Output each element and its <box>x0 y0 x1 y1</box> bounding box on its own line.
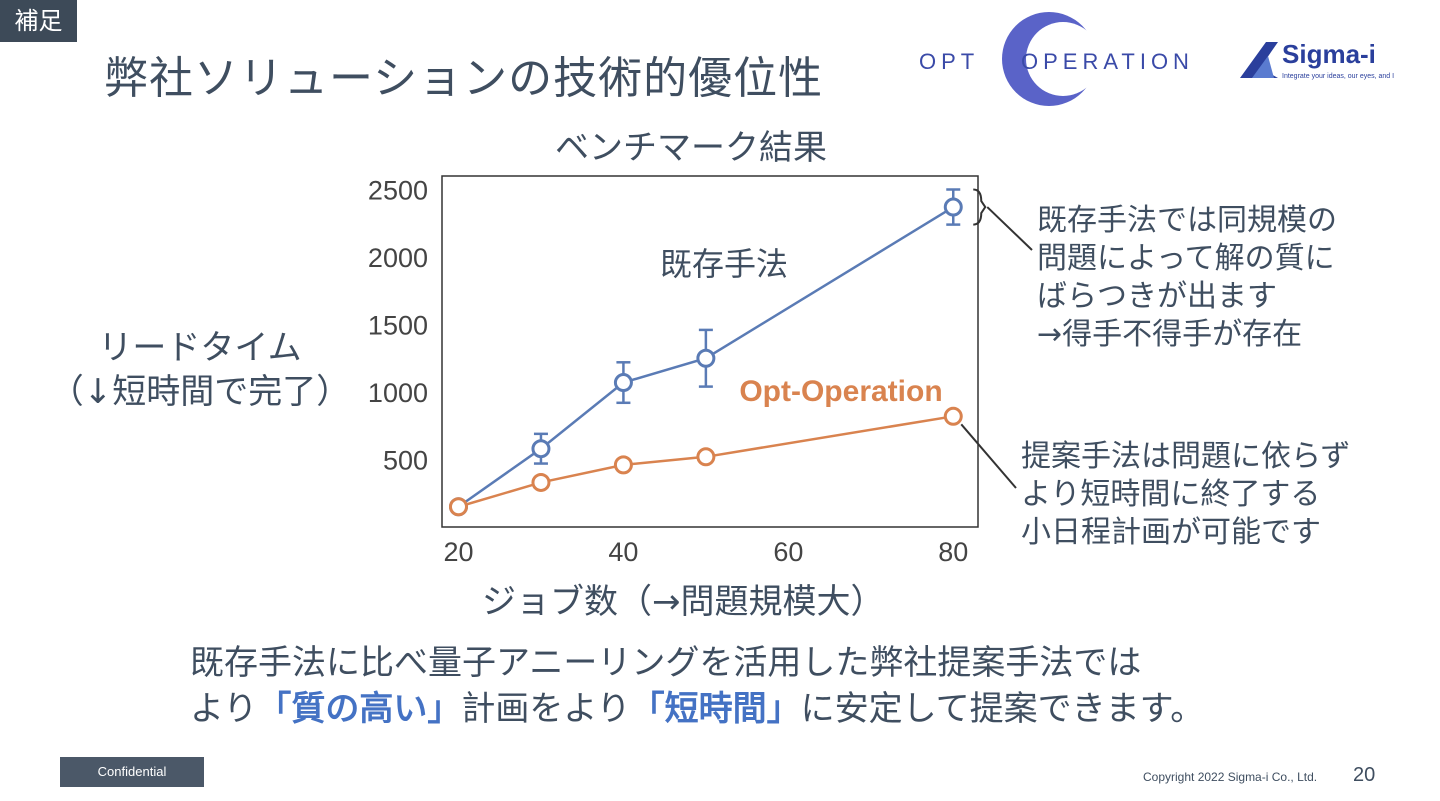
data-point <box>613 455 633 475</box>
existing-note-line: ばらつきが出ます <box>1037 279 1277 314</box>
y-axis-label-line1: リードタイム <box>98 328 302 368</box>
page-title: 弊社ソリューションの技術的優位性 <box>104 53 824 104</box>
plot-frame <box>441 175 979 528</box>
variance-bracket <box>973 188 987 226</box>
summary-part: より <box>190 689 258 729</box>
y-tick-label: 500 <box>383 446 428 476</box>
sigma-tagline: Integrate your ideas, our eyes, and I <box>1282 73 1394 80</box>
copyright: Copyright 2022 Sigma-i Co., Ltd. <box>1143 770 1318 784</box>
opt-operation-logo: OPT OPERATION <box>919 12 1194 106</box>
sigma-mark <box>1240 42 1278 78</box>
callout-line-existing <box>986 206 1033 251</box>
x-axis-label: ジョブ数（→問題規模大） <box>482 582 885 622</box>
y-axis-label: リードタイム （↓短時間で完了） <box>40 326 360 414</box>
summary-line1: 既存手法に比べ量子アニーリングを活用した弊社提案手法では <box>190 643 1142 683</box>
supplement-tag: 補足 <box>0 0 77 42</box>
highlight-quality: 「質の高い」 <box>257 689 462 729</box>
data-point <box>531 439 551 459</box>
y-tick-label: 2500 <box>368 176 428 206</box>
summary-text: 既存手法に比べ量子アニーリングを活用した弊社提案手法では より「質の高い」計画を… <box>190 640 1204 732</box>
highlight-short-time: 「短時間」 <box>630 689 801 729</box>
proposed-note-line: 小日程計画が可能です <box>1021 515 1321 550</box>
data-point <box>448 497 468 517</box>
y-tick-label: 2000 <box>368 243 428 273</box>
logo-circle-inner <box>1026 22 1100 96</box>
x-tick-label: 40 <box>608 537 638 567</box>
data-point <box>696 447 716 467</box>
y-axis-label-line2: （↓短時間で完了） <box>49 372 351 412</box>
page-number: 20 <box>1353 764 1376 786</box>
y-tick-label: 1500 <box>368 311 428 341</box>
logo-operation-text: OPERATION <box>1021 49 1194 74</box>
existing-note-line: →得手不得手が存在 <box>1037 317 1303 352</box>
data-point <box>943 406 963 426</box>
existing-method-note: 既存手法では同規模の 問題によって解の質に ばらつきが出ます →得手不得手が存在 <box>1037 202 1337 354</box>
summary-part: に安定して提案できます。 <box>800 689 1205 729</box>
series-label-existing: 既存手法 <box>660 245 788 283</box>
x-tick-label: 80 <box>938 537 968 567</box>
data-point <box>696 348 716 368</box>
existing-note-line: 問題によって解の質に <box>1037 241 1335 276</box>
x-tick-label: 20 <box>443 537 473 567</box>
y-tick-label: 1000 <box>368 378 428 408</box>
proposed-note-line: 提案手法は問題に依らず <box>1021 439 1351 474</box>
series-label-opt-operation: Opt-Operation <box>739 375 942 408</box>
existing-note-line: 既存手法では同規模の <box>1037 203 1337 238</box>
logo-opt-text: OPT <box>919 49 979 74</box>
summary-part: 計画をより <box>461 689 631 729</box>
proposed-method-note: 提案手法は問題に依らず より短時間に終了する 小日程計画が可能です <box>1021 438 1350 552</box>
x-tick-label: 60 <box>773 537 803 567</box>
chart-title: ベンチマーク結果 <box>555 128 827 168</box>
data-point <box>943 197 963 217</box>
proposed-note-line: より短時間に終了する <box>1021 477 1321 512</box>
sigma-name: Sigma-i <box>1282 39 1376 69</box>
sigma-i-logo: Sigma-i Integrate your ideas, our eyes, … <box>1240 39 1394 80</box>
summary-line2: より「質の高い」計画をより「短時間」に安定して提案できます。 <box>190 686 1204 732</box>
confidential-badge: Confidential <box>60 757 204 787</box>
callout-line-proposed <box>960 423 1017 489</box>
data-point <box>531 472 551 492</box>
data-point <box>613 373 633 393</box>
